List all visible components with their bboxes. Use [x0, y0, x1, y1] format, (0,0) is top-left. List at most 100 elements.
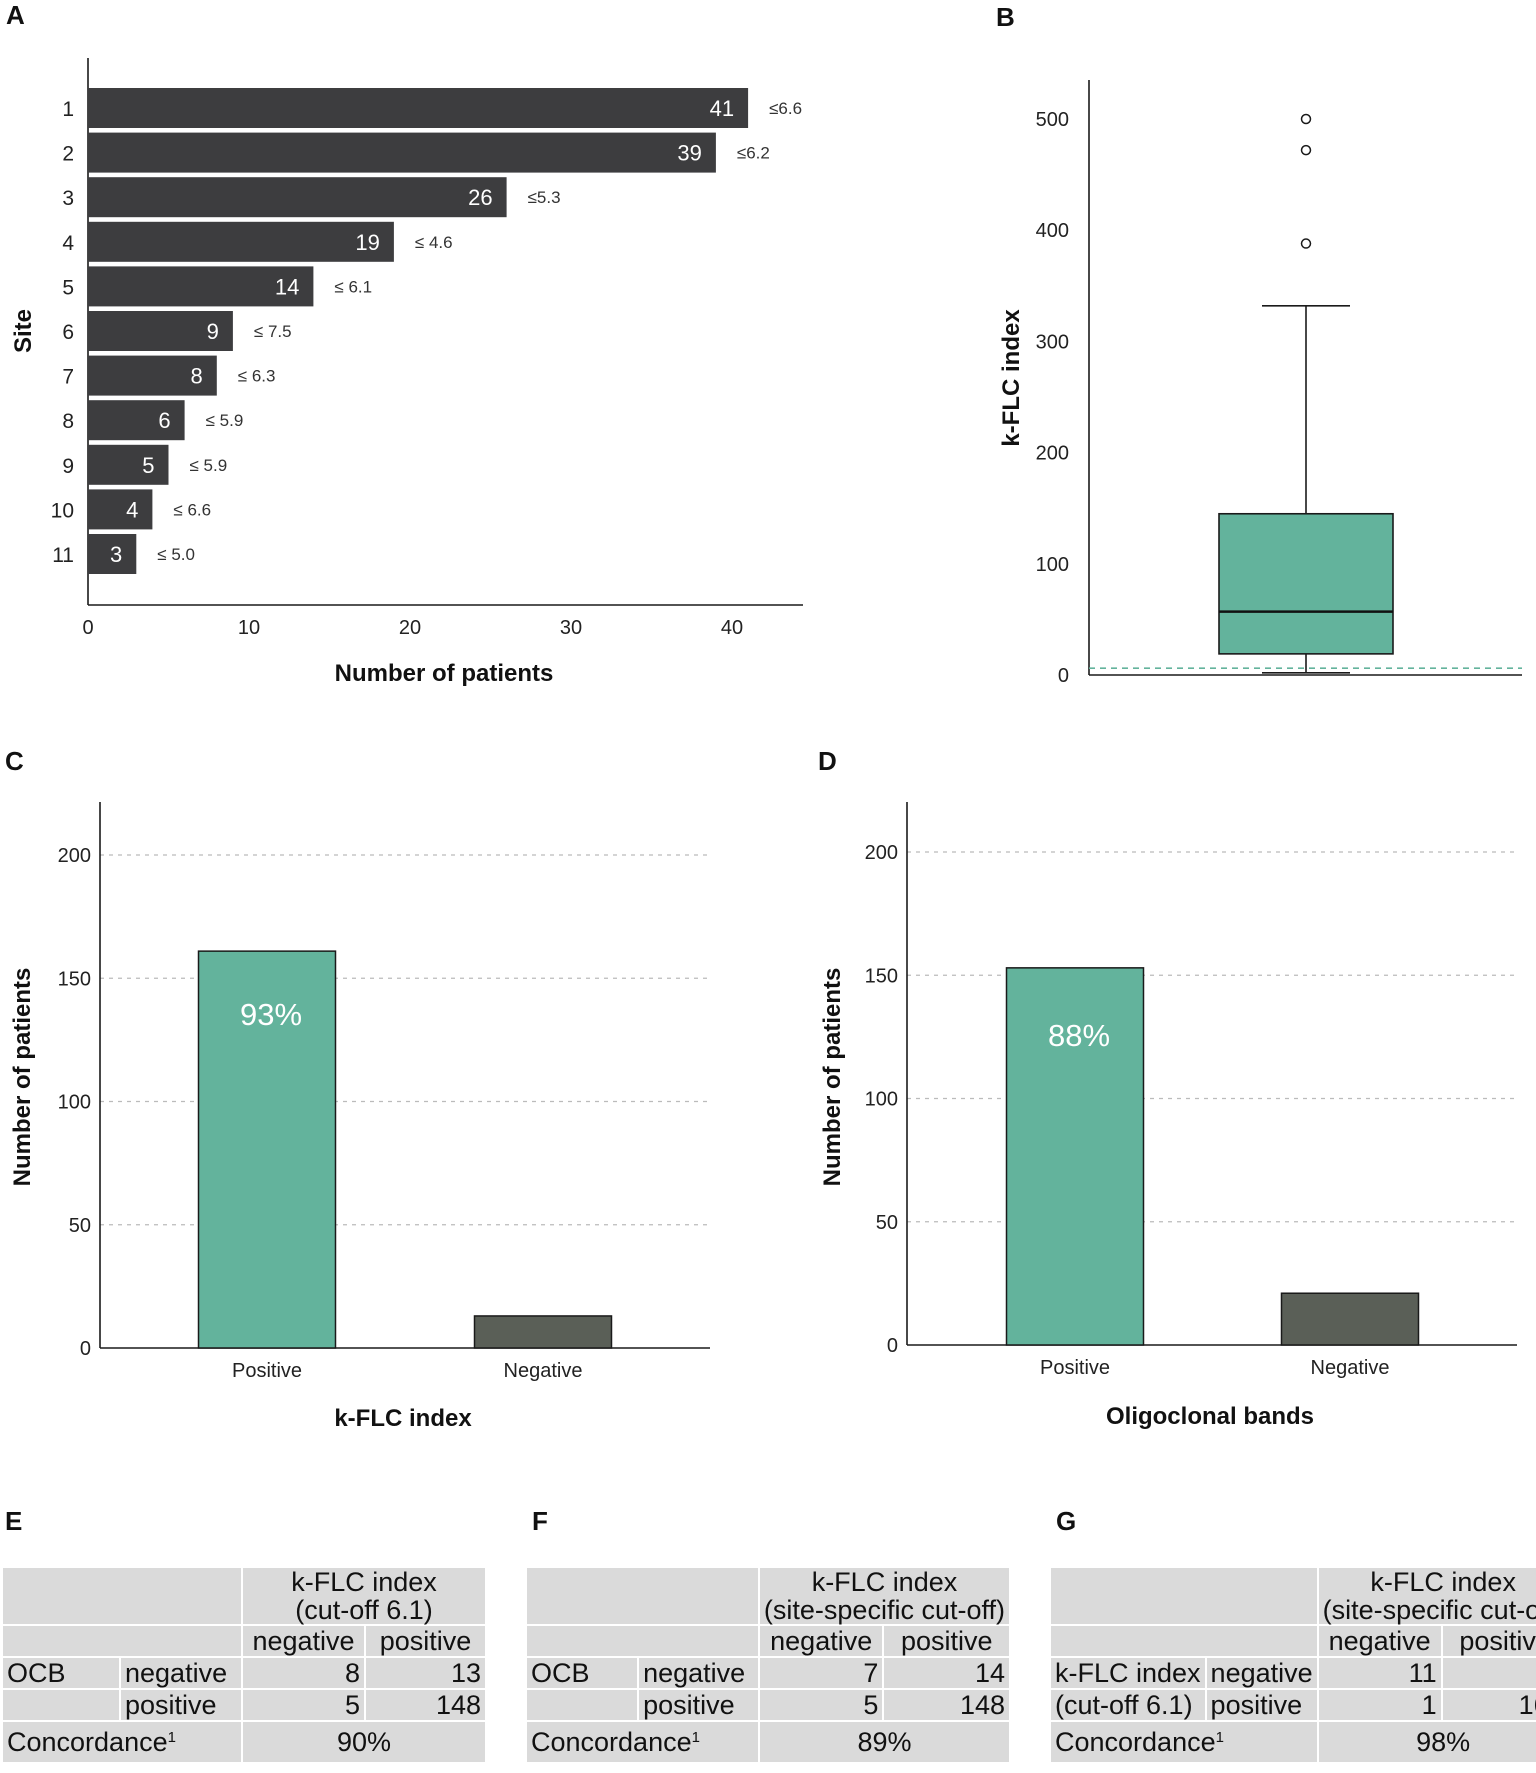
footnote-marker: 1 [691, 1729, 700, 1746]
concordance-label: Concordance [531, 1727, 692, 1757]
bar-site-10 [88, 489, 153, 530]
row-label-negative: negative [639, 1658, 760, 1690]
bar-site-9 [88, 444, 169, 485]
y-axis-title: Number of patients [819, 968, 846, 1187]
x-tick-label: Positive [1040, 1357, 1110, 1379]
concordance-label: Concordance [7, 1727, 168, 1757]
bar-site-1 [88, 88, 749, 128]
table-header-cell: k-FLC index(site-specific cut-off) [1318, 1568, 1536, 1626]
table-row: positive 5 148 [3, 1690, 485, 1722]
table-row: OCB negative 7 14 [527, 1658, 1009, 1690]
concordance-table-g: k-FLC index(site-specific cut-off) negat… [1051, 1568, 1536, 1764]
y-tick-label: 100 [865, 1089, 898, 1111]
table-concordance-row: Concordance1 89% [527, 1722, 1009, 1764]
concordance-label-cell: Concordance1 [527, 1722, 760, 1764]
cell-neg-neg: 7 [759, 1658, 885, 1690]
bar-negative [1280, 1292, 1420, 1346]
table-corner-cell [3, 1568, 243, 1626]
col-header-positive: positive [884, 1626, 1009, 1658]
table-colheader-row: negative positive [3, 1626, 485, 1658]
y-tick-label: 2 [62, 143, 74, 166]
bar-site-6 [88, 311, 233, 351]
panel-label-e: E [5, 1506, 23, 1536]
cell-neg-pos: 2 [1442, 1658, 1536, 1690]
cell-neg-pos: 13 [366, 1658, 485, 1690]
y-tick-label: 10 [51, 499, 74, 522]
col-header-positive: positive [1442, 1626, 1536, 1658]
bar-negative [473, 1315, 613, 1349]
bar-site-3 [88, 177, 507, 218]
bar-site-2 [88, 132, 716, 173]
table-colheader-row: negative positive [527, 1626, 1009, 1658]
cell-pos-pos: 148 [366, 1690, 485, 1722]
cell-pos-neg: 1 [1318, 1690, 1443, 1722]
bar-value-label: 19 [355, 230, 379, 255]
y-tick-label: 150 [865, 965, 898, 987]
table-header-cell: k-FLC index(site-specific cut-off) [759, 1568, 1009, 1626]
table-row: k-FLC index negative 11 2 [1051, 1658, 1536, 1690]
x-tick-label: 40 [721, 617, 743, 639]
concordance-table-e: k-FLC index (cut-off 6.1) negative positi… [3, 1568, 485, 1764]
cutoff-annotation: ≤ 5.9 [206, 411, 244, 430]
panel-label-d: D [818, 746, 837, 776]
row-group-label: OCB [3, 1658, 121, 1690]
cutoff-annotation: ≤ 4.6 [415, 233, 453, 252]
concordance-label-cell: Concordance1 [3, 1722, 243, 1764]
cutoff-annotation: ≤6.6 [769, 99, 802, 118]
iqr-box [1218, 512, 1394, 655]
panel-label-a: A [6, 0, 25, 30]
cutoff-annotation: ≤ 6.6 [173, 500, 211, 519]
panel-label-g: G [1056, 1506, 1077, 1536]
y-tick-label: 300 [1036, 331, 1069, 353]
y-tick-label: 5 [62, 276, 74, 299]
x-axis-title: k-FLC index [334, 1405, 472, 1432]
bar-site-7 [88, 355, 217, 396]
row-group-label-2: (cut-off 6.1) [1051, 1690, 1207, 1722]
x-tick-label: 20 [399, 617, 421, 639]
table-row: (cut-off 6.1) positive 1 160 [1051, 1690, 1536, 1722]
col-header-negative: negative [759, 1626, 885, 1658]
y-axis-title: Number of patients [9, 968, 36, 1187]
x-tick-label: Negative [504, 1360, 583, 1382]
bar-positive [197, 950, 337, 1349]
bar-value-label: 8 [191, 364, 203, 389]
bar-value-label: 6 [158, 408, 170, 433]
row-label-negative: negative [1206, 1658, 1319, 1690]
y-tick-label: 7 [62, 366, 74, 389]
cell-pos-pos: 160 [1442, 1690, 1536, 1722]
table-concordance-row: Concordance1 98% [1051, 1722, 1536, 1764]
table-row: OCB negative 8 13 [3, 1658, 485, 1690]
col-header-negative: negative [1318, 1626, 1443, 1658]
panel-label-c: C [5, 746, 24, 776]
row-group-label: OCB [527, 1658, 640, 1690]
panel-label-f: F [532, 1506, 548, 1536]
y-tick-label: 150 [58, 968, 91, 990]
row-label-positive: positive [1206, 1690, 1319, 1722]
row-label-positive: positive [121, 1690, 243, 1722]
y-tick-label: 400 [1036, 220, 1069, 242]
cutoff-annotation: ≤ 5.9 [190, 456, 228, 475]
y-tick-label: 500 [1036, 109, 1069, 131]
row-group-blank [527, 1690, 640, 1722]
row-label-positive: positive [639, 1690, 760, 1722]
y-tick-label: 200 [865, 842, 898, 864]
concordance-value: 98% [1318, 1722, 1536, 1764]
bar-site-11 [88, 534, 137, 574]
bar-percent-label: 88% [1048, 1018, 1110, 1053]
bar-value-label: 4 [126, 497, 138, 522]
table-concordance-row: Concordance1 90% [3, 1722, 485, 1764]
table-empty-cell [527, 1626, 760, 1658]
x-tick-label: Positive [232, 1360, 302, 1382]
x-tick-label: 30 [560, 617, 582, 639]
table-corner-cell [527, 1568, 760, 1626]
table-header-subtitle: (cut-off 6.1) [295, 1595, 433, 1625]
chart-d-ocb-bar-chart: 0 50 100 150 200 88% Positive Negative Oligoclon… [819, 802, 1517, 1430]
outlier-point [1300, 144, 1312, 156]
y-tick-label: 0 [887, 1335, 898, 1357]
table-empty-cell [3, 1626, 243, 1658]
row-group-label: k-FLC index [1051, 1658, 1207, 1690]
table-colheader-row: negative positive [1051, 1626, 1536, 1658]
bar-site-8 [88, 400, 185, 441]
y-tick-label: 50 [69, 1215, 91, 1237]
